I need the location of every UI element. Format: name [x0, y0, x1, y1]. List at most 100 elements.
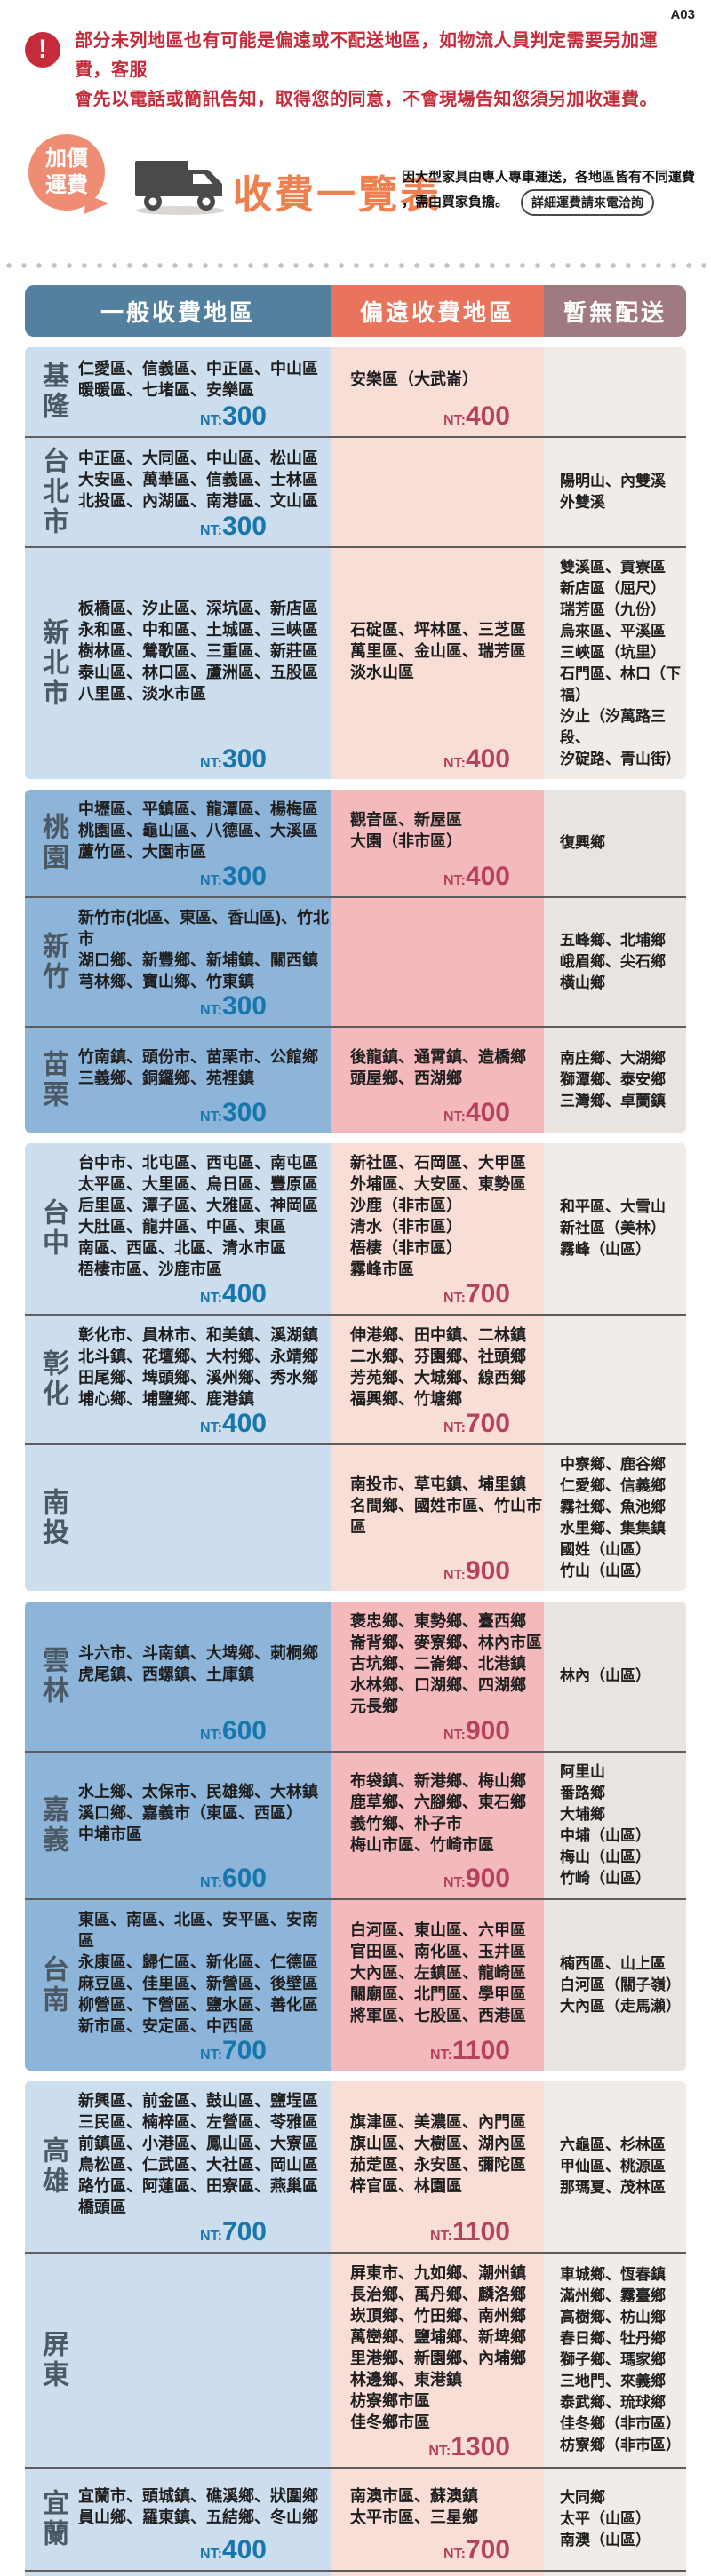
- region-list-line: 水林鄉、口湖鄉、四湖鄉: [350, 1676, 526, 1694]
- region-label: 屏東: [38, 2330, 68, 2390]
- general-price: NT:300: [200, 512, 267, 542]
- no-delivery-list: 大同鄉 太平（山區） 南澳（山區）: [560, 2477, 651, 2561]
- region-list-line: 番路鄉: [560, 1785, 605, 1801]
- general-area-list: 台中市、北屯區、西屯區、南屯區 太平區、大里區、烏日區、豐原區 后里區、潭子區、大雅…: [78, 1152, 318, 1305]
- fee-table-body: 基隆 仁愛區、信義區、中正區、中山區 暖暖區、七堵區、安樂區 NT:300 安樂區（大武…: [25, 347, 686, 2576]
- region-list-line: 烏來區、平溪區: [560, 623, 666, 640]
- region-list-line: 斗六市、斗南鎮、大埤鄉、莿桐鄉: [78, 1644, 318, 1662]
- fee-row-屏東: 屏東 屏東市、九如鄉、潮州鎮 長治鄉、萬丹鄉、麟洛鄉 崁頂鄉、竹田鄉、南州鄉 萬巒鄉、鹽…: [25, 2252, 686, 2467]
- region-list-line: 名間鄉、國姓市區、竹山市區: [350, 1497, 542, 1536]
- general-price: NT:600: [200, 1716, 267, 1746]
- general-area-list: 仁愛區、信義區、中正區、中山區 暖暖區、七堵區、安樂區: [78, 356, 318, 427]
- remote-price: NT:1100: [430, 2036, 510, 2066]
- region-list-line: 新市區、安定區、中西區: [78, 2017, 254, 2035]
- price-prefix: NT:: [443, 1728, 466, 1743]
- no-delivery-cell: 林內（山區）: [544, 1602, 686, 1751]
- no-delivery-cell: 壽豐、秀林、鳳林光復、豐濱、瑞穗萬榮、玉里、富里卓溪: [544, 2572, 686, 2576]
- remote-area-list: 觀音區、新屋區 大園（非市區）: [350, 799, 462, 887]
- region-list-line: 大埔鄉: [560, 1806, 605, 1823]
- region-list-line: 柳營區、下營區、鹽水區、善化區: [78, 1996, 318, 2014]
- remote-cell: [331, 898, 544, 1026]
- region-list-line: 水里鄉、集集鎮: [560, 1520, 666, 1537]
- region-list-line: 茄萣區、永安區、彌陀區: [350, 2156, 526, 2174]
- fee-row-桃園: 桃園 中壢區、平鎮區、龍潭區、楊梅區 桃園區、龜山區、八德區、大溪區 蘆竹區、大園市區…: [25, 790, 686, 896]
- price-value: 1100: [451, 2036, 510, 2065]
- price-prefix: NT:: [200, 2547, 222, 2562]
- price-value: 400: [221, 1409, 267, 1438]
- region-label: 宜蘭: [38, 2489, 68, 2549]
- region-list-line: 湖口鄉、新豐鄉、新埔鎮、關西鎮: [78, 951, 318, 969]
- price-value: 400: [221, 1279, 267, 1308]
- region-list-line: 新社區、石岡區、大甲區: [350, 1154, 526, 1172]
- remote-cell: 後龍鎮、通霄鎮、造橋鄉 頭屋鄉、西湖鄉 NT:400: [331, 1028, 544, 1133]
- region-list-line: 褒忠鄉、東勢鄉、臺西鄉: [350, 1612, 526, 1630]
- region-list-line: 獅子鄉、瑪家鄉: [560, 2351, 666, 2368]
- region-list-line: 新興區、前金區、鼓山區、鹽埕區: [78, 2092, 318, 2110]
- remote-cell: 布袋鎮、新港鄉、梅山鄉 鹿草鄉、六腳鄉、東石鄉 義竹鄉、朴子市 梅山市區、竹崎市區 NT…: [331, 1753, 544, 1898]
- general-area-list: 宜蘭市、頭城鎮、礁溪鄉、狀圍鄉 員山鄉、羅東鎮、五結鄉、冬山鄉: [78, 2477, 318, 2561]
- price-value: 700: [465, 1409, 510, 1438]
- region-list-line: 后里區、潭子區、大雅區、神岡區: [78, 1197, 318, 1214]
- general-cell: 新竹 新竹市(北區、東區、香山區)、竹北市 湖口鄉、新豐鄉、新埔鎮、關西鎮 芎林鄉、寶…: [25, 898, 331, 1026]
- region-list-line: 林內（山區）: [560, 1667, 651, 1684]
- region-list-line: 板橋區、汐止區、深坑區、新店區: [78, 600, 318, 617]
- region-list-line: 仁愛鄉、信義鄉: [560, 1477, 666, 1494]
- surcharge-bubble-tail: [84, 195, 110, 218]
- warning-icon: !: [25, 32, 60, 68]
- remote-price: NT:400: [443, 1098, 510, 1128]
- region-list-line: 獅潭鄉、泰安鄉: [560, 1071, 666, 1088]
- general-area-list: 竹南鎮、頭份市、苗栗市、公館鄉 三義鄉、銅鑼鄉、苑裡鎮: [78, 1037, 318, 1124]
- price-prefix: NT:: [200, 2047, 222, 2063]
- price-prefix: NT:: [200, 1875, 222, 1890]
- region-list-line: 蘆竹區、大園市區: [78, 843, 206, 861]
- region-label: 桃園: [38, 813, 68, 873]
- region-list-line: 清水（非市區）: [350, 1218, 462, 1236]
- fee-row-雲林: 雲林 斗六市、斗南鎮、大埤鄉、莿桐鄉 虎尾鎮、西螺鎮、土庫鎮 NT:600 褒忠鄉、東勢…: [25, 1602, 686, 1751]
- region-list-line: 新竹市(北區、東區、香山區)、竹北市: [78, 909, 329, 948]
- general-price: NT:400: [200, 1409, 267, 1439]
- remote-cell: 觀音區、新屋區 大園（非市區） NT:400: [331, 790, 544, 896]
- region-list-line: 新社區（美林）: [560, 1220, 666, 1236]
- region-list-line: 樹林區、鶯歌區、三重區、新莊區: [78, 642, 318, 660]
- price-value: 600: [221, 1716, 267, 1745]
- region-list-line: 鹿草鄉、六腳鄉、東石鄉: [350, 1793, 526, 1811]
- remote-area-list: 石碇區、坪林區、三芝區 萬里區、金山區、瑞芳區 淡水山區: [350, 557, 526, 770]
- subtitle: 因大型家具由專人專車運送，各地區皆有不同運費 ，需由買家負擔。 詳細運費請來電洽…: [402, 168, 699, 216]
- fee-row-南投: 南投 南投市、草屯鎮、埔里鎮 名間鄉、國姓市區、竹山市區 NT:900 中寮鄉、鹿谷鄉仁…: [25, 1443, 686, 1591]
- remote-price: NT:900: [443, 1716, 510, 1746]
- fee-row-新北市: 新北市 板橋區、汐止區、深坑區、新店區 永和區、中和區、土城區、三峽區 樹林區、鶯歌區…: [25, 546, 686, 779]
- region-list-line: 石碇區、坪林區、三芝區: [350, 621, 526, 639]
- remote-area-list: 屏東市、九如鄉、潮州鎮 長治鄉、萬丹鄉、麟洛鄉 崁頂鄉、竹田鄉、南州鄉 萬巒鄉、鹽埔鄉…: [350, 2262, 526, 2458]
- remote-area-notice: ! 部分未列地區也有可能是偏遠或不配送地區，如物流人員判定需要另加運費，客服 會…: [25, 27, 686, 115]
- region-list-line: 東區、南區、北區、安平區、安南區: [78, 1911, 318, 1950]
- no-delivery-cell: 陽明山、內雙溪 外雙溪: [544, 438, 686, 546]
- fee-row-花蓮: 花蓮花蓮、新城、吉安NT:2000壽豐、秀林、鳳林光復、豐濱、瑞穗萬榮、玉里、富…: [25, 2570, 686, 2576]
- region-list-line: 北斗鎮、花壇鄉、大村鄉、永靖鄉: [78, 1348, 318, 1365]
- fee-table-header: 加價 運費 收費一覽表 因大型家具由專人專車運送，各地區皆有不同運費 ，需由買家…: [0, 132, 711, 246]
- price-value: 700: [221, 2217, 267, 2246]
- region-list-line: 大內區、左鎮區、龍崎區: [350, 1964, 526, 1982]
- general-cell: 宜蘭 宜蘭市、頭城鎮、礁溪鄉、狀圍鄉 員山鄉、羅東鎮、五結鄉、冬山鄉 NT:400: [25, 2469, 331, 2570]
- remote-cell: 石碇區、坪林區、三芝區 萬里區、金山區、瑞芳區 淡水山區 NT:400: [331, 548, 544, 779]
- surcharge-bubble-line-1: 加價: [45, 147, 88, 171]
- region-label: 台中: [38, 1198, 68, 1259]
- column-header-remote: 偏遠收費地區: [331, 285, 544, 337]
- remote-price: NT:700: [443, 2535, 510, 2565]
- region-list-line: 後龍鎮、通霄鎮、造橋鄉: [350, 1048, 526, 1066]
- region-list-line: 埔心鄉、埔鹽鄉、鹿港鎮: [78, 1390, 254, 1408]
- no-delivery-cell: 車城鄉、恆春鎮 滿州鄉、霧臺鄉 高樹鄉、枋山鄉 春日鄉、牡丹鄉 獅子鄉、瑪家鄉 三地門、來…: [544, 2254, 686, 2467]
- region-label: 新北市: [38, 618, 68, 709]
- region-list-line: 大肚區、龍井區、中區、東區: [78, 1218, 286, 1236]
- remote-area-list: 布袋鎮、新港鄉、梅山鄉 鹿草鄉、六腳鄉、東石鄉 義竹鄉、朴子市 梅山市區、竹崎市區: [350, 1761, 526, 1889]
- region-list-line: 泰武鄉、琉球鄉: [560, 2394, 666, 2411]
- region-list-line: 太平（山區）: [560, 2510, 651, 2527]
- region-list-line: 六龜區、杉林區: [560, 2136, 666, 2153]
- general-area-list: 斗六市、斗南鎮、大埤鄉、莿桐鄉 虎尾鎮、西螺鎮、土庫鎮: [78, 1610, 318, 1742]
- region-label: 基隆: [38, 362, 68, 422]
- no-delivery-list: 楠西區、山上區 白河區（關子嶺） 大內區（走馬瀨）: [560, 1909, 681, 2062]
- region-list-line: 南投市、草屯鎮、埔里鎮: [350, 1475, 526, 1493]
- remote-area-list: 旗津區、美濃區、內門區 旗山區、大樹區、湖內區 茄萣區、永安區、彌陀區 梓官區、林園區: [350, 2090, 526, 2243]
- region-list-line: 屏東市、九如鄉、潮州鎮: [350, 2264, 526, 2282]
- region-list-line: 南澳市區、蘇澳鎮: [350, 2487, 478, 2505]
- region-list-line: 北投區、內湖區、南港區、文山區: [78, 492, 318, 510]
